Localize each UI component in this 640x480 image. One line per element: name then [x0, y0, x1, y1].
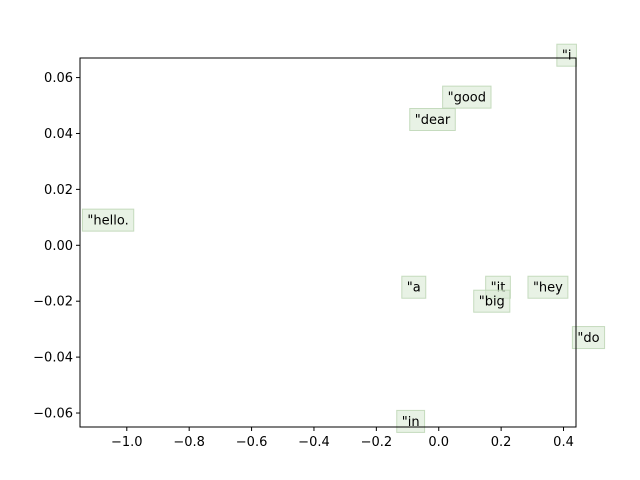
x-tick-label: 0.4 [553, 435, 574, 450]
word-label: "hello. [87, 214, 128, 229]
axis-ticks: −1.0 −0.8 −0.6 −0.4 −0.2 0.0 0.2 0.4 0.06 0.04 0.0… [33, 71, 574, 450]
word-point: "big [473, 289, 511, 313]
word-label: "in [402, 415, 420, 430]
word-point: "do [571, 326, 606, 350]
word-label-box [473, 289, 511, 313]
x-tick-label: −0.2 [361, 435, 393, 450]
y-tick-label: 0.00 [44, 239, 73, 254]
word-label-box [409, 108, 456, 131]
x-tick-label: −0.4 [298, 435, 330, 450]
word-point: "a [401, 275, 427, 299]
word-point: "hey [527, 275, 569, 299]
y-tick-label: −0.06 [33, 407, 73, 422]
word-label: "hey [533, 281, 563, 296]
y-tick-label: 0.06 [44, 71, 73, 86]
word-point: "dear [409, 108, 456, 131]
y-tick-label: 0.04 [44, 127, 73, 142]
word-label: "i [562, 49, 572, 64]
x-tick-label: 0.2 [491, 435, 512, 450]
word-label: "a [407, 281, 421, 296]
plot-frame [79, 57, 577, 428]
x-tick-label: −1.0 [111, 435, 143, 450]
word-label-box [556, 43, 577, 67]
word-labels: "i"good"dear"hello."a "it "hey"big"do"in [81, 43, 606, 433]
x-tick-label: −0.6 [236, 435, 268, 450]
word-label: "good [448, 91, 486, 106]
word-point: "in [396, 409, 426, 433]
word-label: "big [479, 295, 505, 310]
word-label-box [442, 85, 492, 109]
word-point: "good [442, 85, 492, 109]
y-tick-label: −0.02 [33, 295, 73, 310]
word-point: "i [556, 43, 577, 67]
y-tick-label: −0.04 [33, 351, 73, 366]
word-point: "hello. [81, 208, 135, 232]
word-label-box [571, 326, 606, 350]
y-tick-label: 0.02 [44, 183, 73, 198]
word-label-box [527, 275, 569, 299]
x-tick-label: −0.8 [173, 435, 205, 450]
x-tick-label: 0.0 [428, 435, 449, 450]
word-label: "do [577, 331, 599, 346]
word-label-box [81, 208, 135, 232]
word-label: "dear [415, 113, 451, 128]
word-label-box [401, 275, 427, 299]
